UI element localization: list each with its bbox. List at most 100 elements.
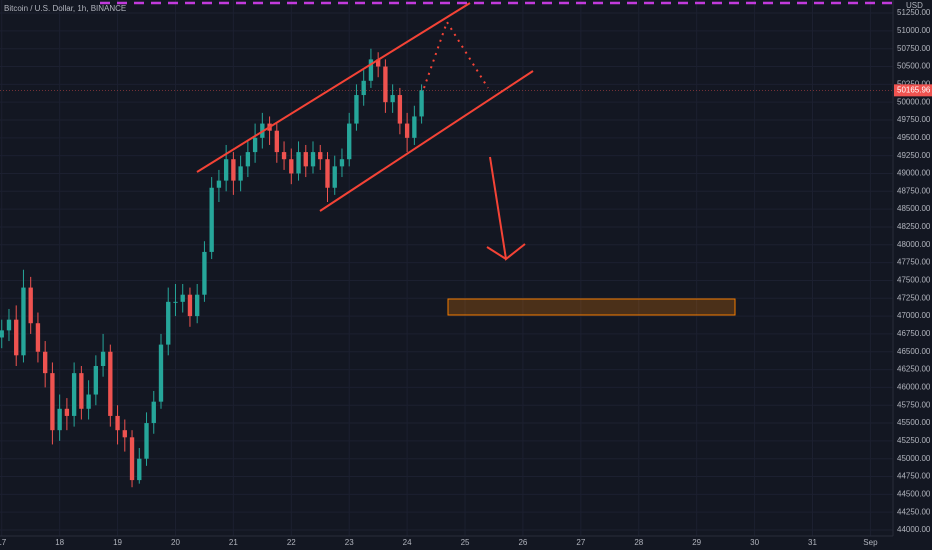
y-tick-label: 51250.00 <box>897 8 931 17</box>
x-tick-label: 29 <box>692 538 701 547</box>
grid <box>0 0 893 536</box>
candle-body <box>289 159 294 174</box>
target-zone <box>447 298 736 316</box>
axes: 44000.00 44250.00 44500.00 44750.00 45000.00… <box>0 8 932 547</box>
candle-body <box>375 59 381 67</box>
x-tick-label: 31 <box>808 538 817 547</box>
candle-body <box>0 330 4 338</box>
candle-body <box>21 287 26 356</box>
y-tick-label: 47500.00 <box>897 276 931 285</box>
candle-body <box>404 123 410 138</box>
x-tick-label: 25 <box>461 538 470 547</box>
candle-body <box>137 458 142 481</box>
y-tick-label: 44000.00 <box>897 525 931 534</box>
y-axis-label: USD <box>906 1 923 10</box>
y-tick-label: 44500.00 <box>897 489 931 498</box>
candle-body <box>158 344 164 402</box>
candle-body <box>93 366 99 395</box>
y-tick-label: 48750.00 <box>897 186 931 195</box>
candle-body <box>79 373 84 409</box>
candle-body <box>14 319 19 356</box>
candle-body <box>209 187 214 252</box>
x-tick-label: 18 <box>55 538 64 547</box>
candle-body <box>303 152 308 167</box>
candle-body <box>57 408 62 431</box>
candle-body <box>202 251 207 295</box>
y-tick-label: 48250.00 <box>897 222 931 231</box>
y-tick-label: 47000.00 <box>897 311 931 320</box>
x-tick-label: 20 <box>171 538 180 547</box>
candle-body <box>310 152 316 167</box>
channel-lower <box>319 70 534 212</box>
x-tick-label: 22 <box>287 538 296 547</box>
candle-body <box>216 180 222 188</box>
candle-body <box>361 80 366 96</box>
candle-body <box>238 166 243 181</box>
candle-body <box>339 159 345 167</box>
x-tick-label: 17 <box>0 538 7 547</box>
candle-body <box>28 287 33 324</box>
channel-upper <box>196 2 471 173</box>
candle-body <box>50 373 55 431</box>
x-tick-label: 24 <box>403 538 412 547</box>
candle-body <box>354 95 359 124</box>
y-tick-label: 49750.00 <box>897 115 931 124</box>
candle-body <box>390 95 395 103</box>
y-tick-label: 48500.00 <box>897 204 931 213</box>
y-tick-label: 44250.00 <box>897 507 931 516</box>
candle-body <box>325 159 330 188</box>
candle-body <box>187 294 193 317</box>
candle-body <box>122 430 127 438</box>
candle-body <box>274 130 279 153</box>
y-tick-label: 50250.00 <box>897 79 931 88</box>
x-tick-label: 26 <box>518 538 527 547</box>
chart-title: Bitcoin / U.S. Dollar, 1h, BINANCE <box>4 4 126 13</box>
candle-body <box>6 319 12 331</box>
candle-body <box>368 59 374 81</box>
candle-body <box>166 301 171 345</box>
candle-body <box>397 95 403 124</box>
x-tick-label: 21 <box>229 538 238 547</box>
y-tick-label: 47250.00 <box>897 293 931 302</box>
x-tick-label: 30 <box>750 538 759 547</box>
candle-body <box>71 373 77 416</box>
candle-body <box>332 166 337 188</box>
candle-body <box>419 90 424 117</box>
y-tick-label: 46750.00 <box>897 329 931 338</box>
candle-body <box>296 152 301 174</box>
x-tick-label: 27 <box>576 538 585 547</box>
candle-body <box>318 152 323 160</box>
y-tick-label: 50750.00 <box>897 44 931 53</box>
y-tick-label: 50000.00 <box>897 97 931 106</box>
last-price-tag <box>894 84 932 97</box>
candle-body <box>35 323 41 352</box>
candle-body <box>383 66 388 103</box>
y-tick-label: 49000.00 <box>897 169 931 178</box>
candle-body <box>180 294 185 302</box>
candle-body <box>151 401 156 424</box>
candle-body <box>173 301 178 303</box>
candle-body <box>86 394 91 409</box>
y-tick-label: 45750.00 <box>897 400 931 409</box>
x-tick-label: Sep <box>863 538 878 547</box>
x-tick-label: 19 <box>113 538 122 547</box>
y-tick-label: 46250.00 <box>897 365 931 374</box>
y-tick-label: 50500.00 <box>897 62 931 71</box>
candle-body <box>195 294 200 317</box>
candle-body <box>129 437 135 481</box>
last-price-label: 50165.96 <box>897 85 931 94</box>
x-tick-label: 23 <box>345 538 354 547</box>
candle-body <box>281 152 287 160</box>
candle-body <box>412 116 417 138</box>
drawings <box>100 1 893 316</box>
y-tick-label: 45500.00 <box>897 418 931 427</box>
candle-body <box>252 137 258 153</box>
y-tick-label: 46500.00 <box>897 347 931 356</box>
y-tick-label: 49250.00 <box>897 151 931 160</box>
candles <box>0 48 893 488</box>
candle-body <box>108 351 113 416</box>
y-tick-label: 44750.00 <box>897 472 931 481</box>
y-tick-label: 47750.00 <box>897 258 931 267</box>
down-arrow-head <box>486 246 507 260</box>
